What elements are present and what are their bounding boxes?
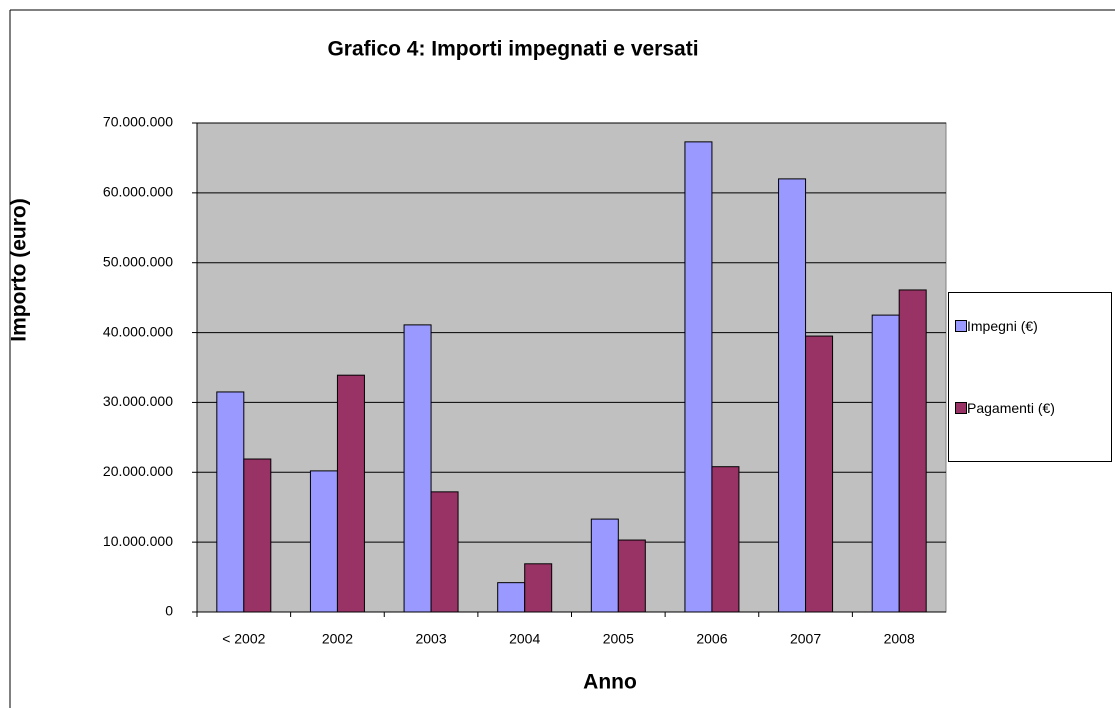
legend-label: Impegni (€) xyxy=(967,318,1038,334)
bar xyxy=(805,335,834,613)
bar xyxy=(309,470,338,613)
x-tick-label: 2008 xyxy=(884,631,915,647)
x-tick-label: 2004 xyxy=(509,631,540,647)
y-tick-label: 70.000.000 xyxy=(103,114,173,130)
x-axis-label: Anno xyxy=(583,671,637,694)
y-tick-label: 60.000.000 xyxy=(103,184,173,200)
plot-area xyxy=(196,122,947,613)
y-tick-label: 0 xyxy=(165,603,173,619)
bar xyxy=(871,314,900,613)
bar xyxy=(778,178,807,613)
y-tick-label: 40.000.000 xyxy=(103,323,173,339)
bar xyxy=(243,458,272,613)
bar xyxy=(497,582,526,613)
legend-swatch xyxy=(955,402,967,414)
y-tick-label: 10.000.000 xyxy=(103,533,173,549)
y-tick-label: 30.000.000 xyxy=(103,393,173,409)
y-tick-label: 20.000.000 xyxy=(103,463,173,479)
legend-label: Pagamenti (€) xyxy=(967,400,1055,416)
chart-title: Grafico 4: Importi impegnati e versati xyxy=(327,38,698,61)
legend-swatch xyxy=(955,320,967,332)
x-tick-label: 2005 xyxy=(603,631,634,647)
bar xyxy=(711,466,740,613)
bar xyxy=(898,289,927,613)
x-tick-label: < 2002 xyxy=(222,631,265,647)
legend-item: Impegni (€) xyxy=(955,317,1047,335)
x-tick-label: 2006 xyxy=(696,631,727,647)
y-axis-label: Importo (euro) xyxy=(8,198,31,341)
y-tick-label: 50.000.000 xyxy=(103,253,173,269)
legend-item: Pagamenti (€) xyxy=(955,399,1077,417)
bar xyxy=(684,141,713,613)
bar xyxy=(590,518,619,613)
bar xyxy=(524,563,553,613)
x-tick-label: 2002 xyxy=(322,631,353,647)
bar xyxy=(430,491,459,613)
x-tick-label: 2003 xyxy=(415,631,446,647)
bar xyxy=(617,539,646,613)
legend: Impegni (€) Pagamenti (€) xyxy=(948,292,1112,462)
bar xyxy=(336,374,365,613)
x-tick-label: 2007 xyxy=(790,631,821,647)
bar xyxy=(403,324,432,613)
bar xyxy=(216,391,245,613)
